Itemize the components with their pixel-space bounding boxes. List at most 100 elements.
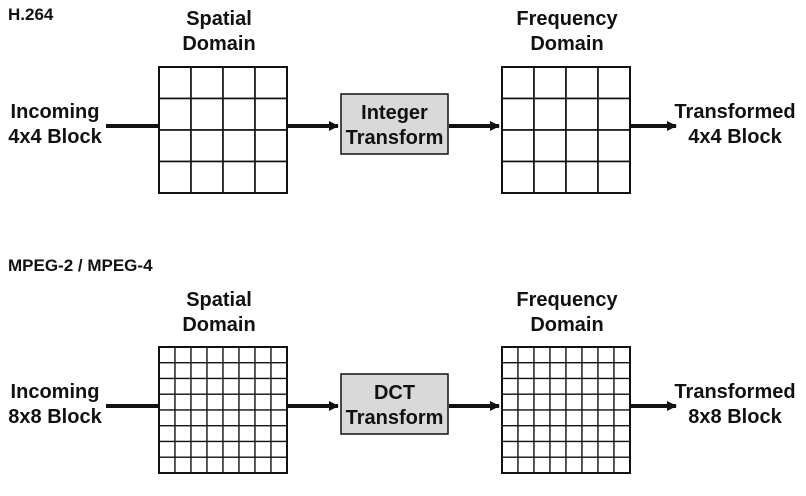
grid-cell [206,409,224,427]
grid-cell [254,440,272,458]
section-title: H.264 [8,5,54,24]
integer-transform-box [340,93,449,155]
grid-cell [565,160,599,194]
grid-cell [270,393,288,411]
grid-cell [222,456,240,474]
grid-cell [158,129,192,163]
grid-cell [533,425,551,443]
grid-cell [174,456,192,474]
grid-cell [206,393,224,411]
grid-cell [254,409,272,427]
grid-cell [222,160,256,194]
grid-cell [222,362,240,380]
grid-cell [190,97,224,131]
grid-cell [174,393,192,411]
grid-cell [158,160,192,194]
grid-cell [222,97,256,131]
grid-cell [270,440,288,458]
grid-cell [533,440,551,458]
grid-cell [174,362,192,380]
grid-cell [517,393,535,411]
grid-cell [517,346,535,364]
output-label-line2: 8x8 Block [688,406,782,428]
grid-cell [533,393,551,411]
grid-cell [222,129,256,163]
input-label-line2: 4x4 Block [8,126,102,148]
grid-cell [254,160,288,194]
grid-cell [222,66,256,100]
grid-cell [565,456,583,474]
grid-cell [597,393,615,411]
grid-cell [549,362,567,380]
grid-cell [533,66,567,100]
grid-cell [549,377,567,395]
grid-cell [613,377,631,395]
grid-cell [597,425,615,443]
grid-cell [533,456,551,474]
grid-cell [158,409,176,427]
grid-cell [190,66,224,100]
grid-cell [597,456,615,474]
grid-cell [501,129,535,163]
grid-cell [597,160,631,194]
grid-cell [158,377,176,395]
grid-cell [565,393,583,411]
grid-cell [206,456,224,474]
section-h264: H.264 Spatial Domain Frequency Domain In… [8,5,796,194]
grid-cell [206,377,224,395]
grid-cell [517,456,535,474]
grid-cell [190,377,208,395]
grid-cell [270,425,288,443]
grid-cell [158,425,176,443]
grid-cell [222,425,240,443]
grid-cell [581,346,599,364]
output-label-line1: Transformed [674,381,795,403]
grid-cell [581,440,599,458]
grid-cell [238,362,256,380]
grid-cell [597,440,615,458]
grid-cell [613,346,631,364]
grid-cell [270,346,288,364]
output-label-line2: 4x4 Block [688,126,782,148]
input-label-line2: 8x8 Block [8,406,102,428]
grid-cell [174,377,192,395]
grid-cell [190,160,224,194]
grid-cell [254,393,272,411]
grid-cell [597,129,631,163]
grid-cell [501,377,519,395]
grid-cell [254,456,272,474]
grid-cell [238,456,256,474]
grid-cell [597,362,615,380]
grid-cell [190,456,208,474]
spatial-grid-8x8 [158,346,288,474]
grid-cell [613,362,631,380]
spatial-domain-label-line1: Spatial [186,8,252,30]
grid-cell [613,440,631,458]
grid-cell [565,129,599,163]
grid-cell [549,456,567,474]
grid-cell [517,377,535,395]
frequency-grid-4x4 [501,66,631,194]
grid-cell [581,456,599,474]
grid-cell [549,440,567,458]
grid-cell [254,129,288,163]
grid-cell [190,409,208,427]
frequency-domain-label-line2: Domain [530,314,603,336]
grid-cell [597,97,631,131]
grid-cell [565,362,583,380]
grid-cell [158,346,176,364]
grid-cell [533,129,567,163]
grid-cell [190,425,208,443]
grid-cell [501,393,519,411]
grid-cell [501,66,535,100]
grid-cell [158,456,176,474]
grid-cell [174,425,192,443]
grid-cell [270,456,288,474]
grid-cell [533,377,551,395]
grid-cell [613,393,631,411]
grid-cell [549,393,567,411]
grid-cell [254,97,288,131]
grid-cell [565,425,583,443]
